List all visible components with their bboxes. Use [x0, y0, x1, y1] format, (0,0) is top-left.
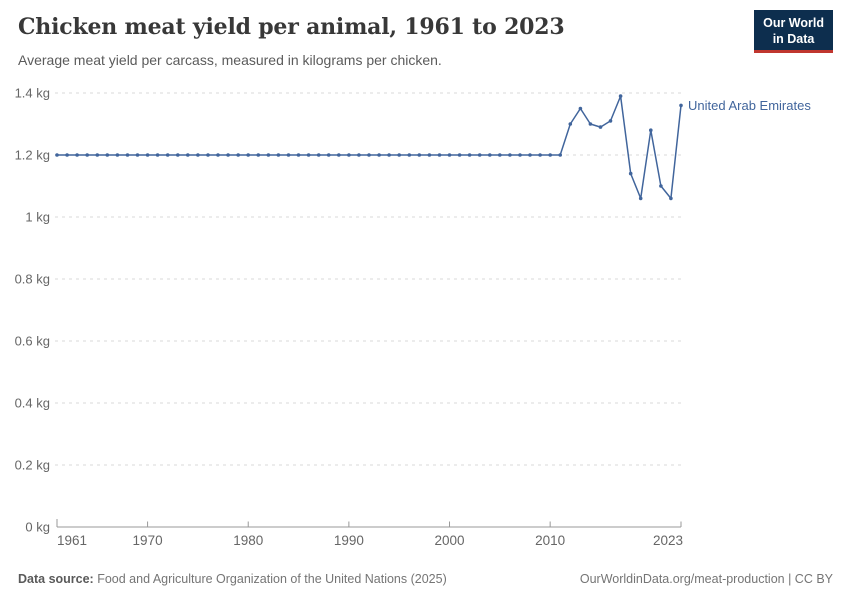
- data-point: [649, 128, 653, 132]
- data-point: [608, 119, 613, 123]
- data-source-label: Data source:: [18, 572, 94, 586]
- data-point: [216, 153, 220, 157]
- data-point: [276, 153, 281, 157]
- data-point: [135, 153, 140, 157]
- x-axis-tick-label: 1980: [233, 533, 263, 548]
- data-point: [196, 153, 200, 157]
- data-point: [85, 153, 89, 157]
- data-line: [56, 95, 682, 200]
- owid-logo-line1: Our World: [763, 16, 824, 30]
- footer-link[interactable]: OurWorldinData.org/meat-production | CC …: [579, 572, 833, 586]
- data-point: [508, 153, 512, 157]
- page-title: Chicken meat yield per animal, 1961 to 2…: [18, 14, 565, 40]
- data-point: [306, 153, 311, 157]
- data-point: [145, 153, 150, 157]
- data-point: [176, 153, 180, 157]
- data-point: [65, 153, 69, 157]
- owid-logo: Our World in Data: [754, 10, 833, 53]
- data-point: [437, 153, 442, 157]
- y-axis-tick-label: 0.8 kg: [15, 272, 50, 287]
- data-point: [125, 153, 130, 157]
- data-point: [467, 153, 472, 157]
- data-point: [246, 153, 250, 157]
- data-point: [679, 103, 683, 108]
- y-axis-tick-label: 1.4 kg: [15, 86, 50, 101]
- data-point: [578, 106, 583, 111]
- data-point: [55, 153, 59, 157]
- y-axis-tick-label: 0.2 kg: [15, 458, 50, 473]
- data-point: [618, 94, 623, 98]
- data-point: [638, 196, 643, 201]
- data-point: [538, 153, 542, 157]
- data-point: [417, 153, 422, 157]
- data-point: [105, 153, 110, 157]
- data-point: [488, 153, 492, 157]
- data-point: [628, 171, 633, 176]
- data-source-text: Food and Agriculture Organization of the…: [97, 572, 447, 586]
- data-point: [296, 153, 301, 157]
- data-point: [226, 153, 230, 157]
- data-point: [457, 153, 462, 157]
- y-axis-tick-label: 0.4 kg: [15, 396, 50, 411]
- owid-logo-line2: in Data: [772, 32, 815, 46]
- data-point: [115, 153, 120, 157]
- data-point: [357, 153, 361, 157]
- data-point: [659, 184, 663, 188]
- y-axis-tick-label: 0 kg: [25, 520, 50, 535]
- data-point: [568, 122, 573, 126]
- y-axis-tick-label: 1 kg: [25, 210, 50, 225]
- data-point: [155, 153, 160, 157]
- x-axis-tick-label: 1961: [57, 533, 87, 548]
- data-source: Data source: Food and Agriculture Organi…: [18, 572, 447, 586]
- data-point: [528, 153, 532, 157]
- x-axis-tick-label: 2023: [653, 533, 683, 548]
- y-axis-tick-label: 1.2 kg: [15, 148, 50, 163]
- data-point: [477, 153, 482, 157]
- data-point: [588, 122, 593, 126]
- data-point: [347, 153, 351, 157]
- data-point: [95, 153, 100, 157]
- data-point: [206, 153, 210, 157]
- data-point: [387, 153, 391, 157]
- data-point: [236, 153, 240, 157]
- data-point: [326, 153, 331, 157]
- data-point: [337, 153, 341, 157]
- data-point: [165, 153, 170, 157]
- series-end-label: United Arab Emirates: [688, 98, 811, 113]
- data-point: [256, 153, 261, 157]
- data-point: [548, 153, 552, 157]
- data-point: [397, 153, 402, 157]
- chart-subtitle: Average meat yield per carcass, measured…: [18, 52, 442, 68]
- data-point: [427, 153, 432, 157]
- data-point: [316, 153, 321, 157]
- data-point: [447, 153, 452, 157]
- data-point: [367, 153, 371, 157]
- x-axis-tick-label: 1990: [334, 533, 364, 548]
- x-axis-tick-label: 2010: [535, 533, 565, 548]
- data-point: [558, 153, 562, 157]
- data-point: [518, 153, 522, 157]
- data-point: [498, 153, 502, 157]
- chart-footer: Data source: Food and Agriculture Organi…: [18, 572, 833, 586]
- data-point: [669, 196, 673, 201]
- data-point: [407, 153, 412, 157]
- data-point: [266, 153, 271, 157]
- data-point: [75, 153, 79, 157]
- data-point: [286, 153, 291, 157]
- x-axis-tick-label: 2000: [434, 533, 464, 548]
- x-axis-tick-label: 1970: [133, 533, 163, 548]
- data-point: [186, 153, 190, 157]
- data-point: [377, 153, 381, 157]
- y-axis-tick-label: 0.6 kg: [15, 334, 50, 349]
- data-point: [598, 125, 603, 129]
